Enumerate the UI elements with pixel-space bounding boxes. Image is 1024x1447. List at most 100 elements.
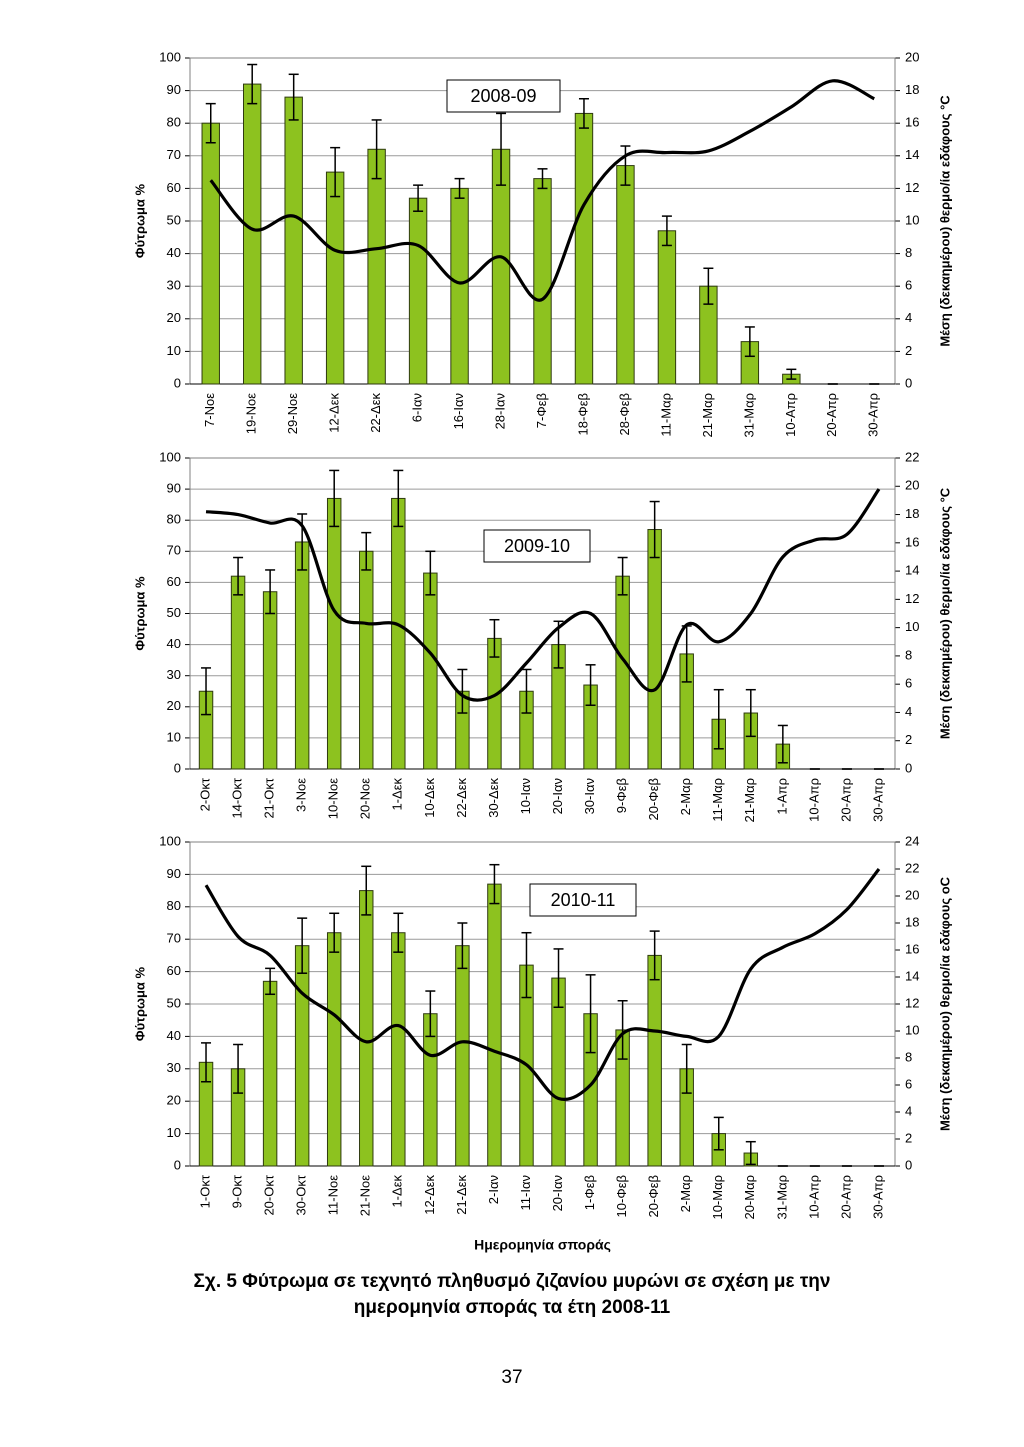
x-tick-label: 6-Ιαν — [410, 393, 425, 422]
y2-tick-label: 4 — [905, 704, 912, 719]
y-tick-label: 100 — [159, 449, 181, 464]
y-tick-label: 30 — [167, 278, 181, 293]
bar — [423, 572, 438, 770]
y-tick-label: 70 — [167, 543, 181, 558]
x-tick-label: 22-Δεκ — [368, 393, 383, 433]
x-tick-label: 21-Δεκ — [454, 1175, 469, 1215]
x-tick-label: 12-Δεκ — [327, 393, 342, 433]
y-tick-label: 80 — [167, 512, 181, 527]
y2-tick-label: 20 — [905, 478, 919, 493]
x-tick-label: 28-Ιαν — [492, 393, 507, 429]
x-tick-label: 30-Οκτ — [294, 1174, 309, 1215]
bar — [391, 497, 406, 770]
y2-tick-label: 22 — [905, 449, 919, 464]
bar — [487, 637, 502, 770]
x-tick-label: 7-Φεβ — [534, 393, 549, 428]
bar — [262, 591, 278, 770]
x-tick-label: 20-Φεβ — [646, 1175, 661, 1217]
x-tick-label: 10-Νοε — [326, 778, 341, 819]
x-tick-label: 31-Μαρ — [774, 1175, 789, 1220]
y-tick-label: 10 — [167, 343, 181, 358]
y-axis-title: Φύτρωμα % — [132, 966, 147, 1041]
y-tick-label: 50 — [167, 605, 181, 620]
caption-line: ημερομηνία σποράς τα έτη 2008-11 — [354, 1297, 671, 1318]
x-tick-label: 2-Μαρ — [678, 1175, 693, 1212]
y2-tick-label: 18 — [905, 914, 919, 929]
x-tick-label: 18-Φεβ — [575, 393, 590, 435]
y-tick-label: 40 — [167, 636, 181, 651]
y-tick-label: 50 — [167, 995, 181, 1010]
y2-tick-label: 12 — [905, 180, 919, 195]
x-tick-label: 20-Φεβ — [646, 778, 661, 820]
y-tick-label: 90 — [167, 481, 181, 496]
x-tick-label: 14-Οκτ — [230, 777, 245, 818]
bar — [325, 171, 345, 385]
y2-tick-label: 12 — [905, 591, 919, 606]
x-tick-label: 21-Μαρ — [742, 778, 757, 823]
x-tick-label: 31-Μαρ — [741, 393, 756, 438]
y2-tick-label: 4 — [905, 310, 912, 325]
x-tick-label: 28-Φεβ — [617, 393, 632, 435]
temperature-line — [204, 868, 881, 1101]
y2-tick-label: 20 — [905, 49, 919, 64]
y2-tick-label: 10 — [905, 212, 919, 227]
caption-line: Σχ. 5 Φύτρωμα σε τεχνητό πληθυσμό ζιζανί… — [194, 1271, 831, 1292]
y2-tick-label: 0 — [905, 375, 912, 390]
y-tick-label: 40 — [167, 1028, 181, 1043]
y2-axis-title: Μέση (δεκαημέρου) θερμο/ία εδάφους °C — [937, 95, 952, 347]
bar — [294, 541, 310, 770]
y2-tick-label: 10 — [905, 1022, 919, 1037]
bar — [359, 550, 374, 770]
y2-tick-label: 8 — [905, 647, 912, 662]
x-tick-label: 1-Δεκ — [390, 1175, 405, 1208]
bar — [391, 932, 406, 1167]
y2-tick-label: 12 — [905, 995, 919, 1010]
y-axis-title: Φύτρωμα % — [132, 183, 147, 258]
x-tick-label: 1-Φεβ — [582, 1175, 597, 1210]
title-box — [483, 529, 591, 563]
bar — [201, 122, 220, 385]
bar — [615, 575, 630, 770]
x-tick-label: 1-Δεκ — [390, 778, 405, 811]
x-tick-label: 2-Μαρ — [678, 778, 693, 815]
x-tick-label: 20-Μαρ — [742, 1175, 757, 1220]
bar — [230, 575, 246, 770]
x-tick-label: 11-Μαρ — [658, 393, 673, 437]
bar — [242, 83, 262, 385]
x-tick-label: 7-Νοε — [202, 393, 217, 427]
x-tick-label: 2-Οκτ — [197, 777, 212, 811]
x-tick-label: 10-Μαρ — [710, 1175, 725, 1220]
x-tick-label: 11-Μαρ — [710, 778, 725, 822]
y2-tick-label: 14 — [905, 147, 919, 162]
bar — [616, 165, 635, 385]
x-tick-label: 3-Νοε — [294, 778, 309, 812]
y2-tick-label: 2 — [905, 1130, 912, 1145]
x-tick-label: 2-Ιαν — [486, 1175, 501, 1204]
y2-tick-label: 14 — [905, 968, 919, 983]
y-tick-label: 70 — [167, 147, 181, 162]
y-tick-label: 100 — [159, 833, 181, 848]
bar — [647, 954, 662, 1167]
y-tick-label: 40 — [167, 245, 181, 260]
x-tick-label: 20-Νοε — [358, 778, 373, 819]
x-tick-label: 20-Οκτ — [262, 1174, 277, 1215]
bar — [284, 96, 303, 385]
x-tick-label: 10-Ιαν — [518, 778, 533, 814]
y-tick-label: 90 — [167, 866, 181, 881]
title-box — [529, 883, 637, 917]
y-tick-label: 0 — [174, 760, 181, 775]
y-axis-title: Φύτρωμα % — [132, 576, 147, 651]
y2-tick-label: 16 — [905, 534, 919, 549]
y-tick-label: 100 — [159, 49, 181, 64]
x-tick-label: 21-Μαρ — [700, 393, 715, 438]
y-tick-label: 60 — [167, 574, 181, 589]
x-tick-label: 20-Ιαν — [550, 778, 565, 814]
x-tick-label: 30-Απρ — [866, 393, 881, 437]
x-tick-label: 1-Οκτ — [197, 1174, 212, 1208]
x-tick-label: 11-Νοε — [326, 1175, 341, 1215]
x-tick-label: 10-Απρ — [806, 1175, 821, 1219]
x-tick-label: 30-Απρ — [870, 778, 885, 822]
x-tick-label: 21-Οκτ — [262, 777, 277, 818]
y2-tick-label: 16 — [905, 115, 919, 130]
